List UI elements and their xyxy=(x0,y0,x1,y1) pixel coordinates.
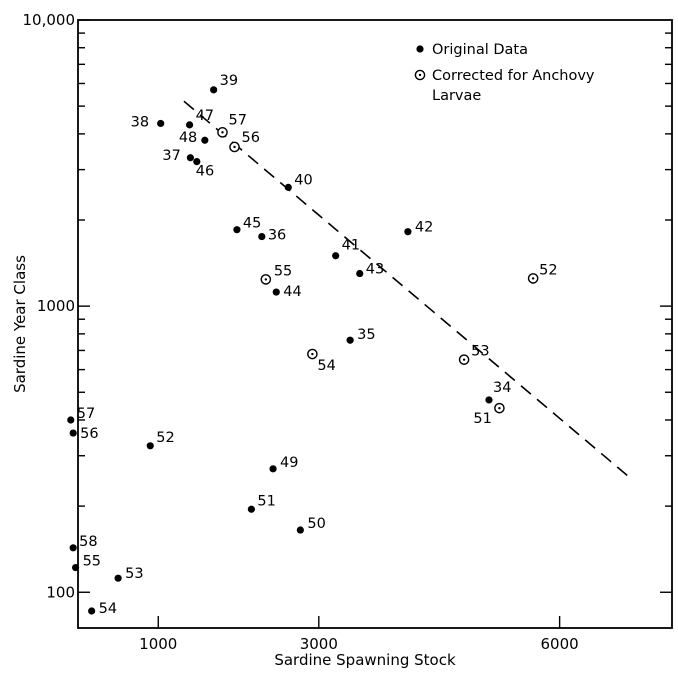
point-corrected-center xyxy=(462,358,466,361)
point-original-51 xyxy=(247,505,255,513)
point-label: 44 xyxy=(283,284,301,300)
point-label: 56 xyxy=(80,426,98,442)
point-label: 52 xyxy=(539,262,557,278)
point-original-45 xyxy=(233,226,241,234)
point-corrected-center xyxy=(221,131,224,134)
point-corrected-center xyxy=(233,145,236,149)
point-label: 53 xyxy=(471,344,489,360)
point-original-44 xyxy=(272,288,280,296)
point-label: 34 xyxy=(493,380,511,396)
point-original-50 xyxy=(296,526,304,534)
point-label: 52 xyxy=(156,430,174,446)
point-original-37 xyxy=(186,154,194,162)
point-label: 41 xyxy=(342,238,360,254)
point-original-48 xyxy=(201,136,209,144)
point-original-42 xyxy=(404,228,412,236)
point-label: 53 xyxy=(125,566,143,582)
plot-frame xyxy=(77,19,673,629)
legend: Original Data Corrected for Anchovy Larvae xyxy=(414,42,595,104)
point-original-53 xyxy=(114,574,122,582)
point-original-46 xyxy=(193,157,201,166)
x-tick-label: 3000 xyxy=(300,635,338,653)
point-original-52 xyxy=(146,442,154,450)
point-label: 49 xyxy=(280,455,298,471)
legend-label-corrected-line1: Corrected for Anchovy xyxy=(432,68,595,84)
point-corrected-center xyxy=(264,278,268,281)
point-label: 42 xyxy=(415,220,433,236)
y-tick-label: 100 xyxy=(46,583,75,601)
point-label: 55 xyxy=(83,554,101,570)
fit-line-dashed xyxy=(183,100,629,477)
point-original-58 xyxy=(69,544,77,552)
point-label: 39 xyxy=(220,73,238,89)
point-original-39 xyxy=(210,86,218,94)
point-label: 38 xyxy=(131,114,149,130)
point-label: 58 xyxy=(79,534,97,550)
point-label: 40 xyxy=(294,172,312,188)
point-original-55 xyxy=(71,563,80,572)
axis-ticks: 100 1000 10,000 1000 3000 6000 xyxy=(23,11,672,653)
point-original-34 xyxy=(485,396,493,404)
plot-border xyxy=(77,19,673,629)
y-tick-label: 10,000 xyxy=(23,11,76,29)
point-original-56 xyxy=(69,429,77,437)
point-label: 48 xyxy=(179,130,197,146)
point-original-43 xyxy=(356,269,364,278)
legend-label-corrected: Corrected for Anchovy Larvae xyxy=(432,68,595,104)
point-corrected-center xyxy=(498,406,501,410)
point-label: 54 xyxy=(99,601,117,617)
point-label: 54 xyxy=(317,358,335,374)
legend-marker-corrected-center xyxy=(418,73,422,77)
legend-label-original: Original Data xyxy=(432,42,528,58)
point-original-49 xyxy=(269,465,277,473)
point-label: 51 xyxy=(257,493,275,509)
point-label: 46 xyxy=(196,164,214,180)
point-label: 43 xyxy=(366,262,384,278)
data-points: 38 39 47 48 37 46 40 45 36 41 42 43 44 35 34 57 56 52 49 51… xyxy=(67,73,558,617)
x-tick-label: 6000 xyxy=(541,635,579,653)
point-original-40 xyxy=(284,183,292,191)
point-original-38 xyxy=(157,119,165,128)
point-original-35 xyxy=(346,336,354,344)
point-label: 56 xyxy=(242,130,260,146)
point-original-41 xyxy=(332,252,340,260)
legend-marker-original xyxy=(416,45,424,53)
point-original-57 xyxy=(67,416,75,424)
point-label: 51 xyxy=(473,411,491,427)
point-original-36 xyxy=(258,232,266,241)
point-label: 47 xyxy=(196,108,214,124)
y-tick-label: 1000 xyxy=(37,297,75,315)
point-original-54 xyxy=(88,607,96,615)
x-tick-label: 1000 xyxy=(139,635,177,653)
legend-label-corrected-line2: Larvae xyxy=(432,88,481,104)
point-label: 37 xyxy=(162,148,180,164)
y-axis-label: Sardine Year Class xyxy=(11,255,29,393)
point-label: 50 xyxy=(307,516,325,532)
point-label: 45 xyxy=(243,216,261,232)
point-label: 57 xyxy=(228,112,246,128)
point-original-47 xyxy=(185,121,194,129)
x-axis-label: Sardine Spawning Stock xyxy=(274,651,456,669)
fit-line xyxy=(183,100,629,477)
point-corrected-center xyxy=(311,352,314,356)
point-label: 57 xyxy=(77,406,95,422)
point-label: 35 xyxy=(357,327,375,343)
point-label: 55 xyxy=(274,263,292,279)
point-label: 36 xyxy=(268,228,286,244)
point-corrected-center xyxy=(531,277,535,280)
